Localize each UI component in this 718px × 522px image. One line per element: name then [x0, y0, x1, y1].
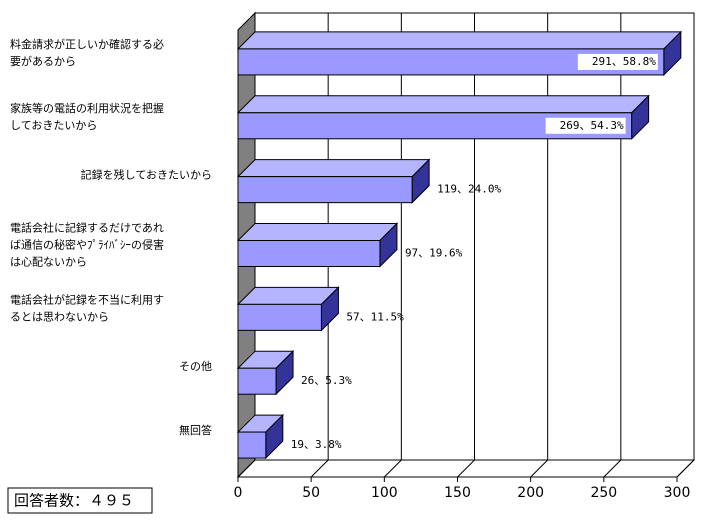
x-tick-label: 150 — [444, 485, 471, 501]
bar-top — [236, 31, 683, 50]
bar-front — [237, 240, 381, 267]
category-label: るとは思わないから — [10, 310, 109, 323]
value-label-bg — [577, 53, 658, 70]
category-label: ば通信の秘密やﾌﾟﾗｲﾊﾞｼｰの侵害 — [10, 238, 164, 252]
floor-grid-line — [237, 459, 256, 478]
value-label: 26、5.3% — [301, 374, 352, 387]
category-label: 無回答 — [179, 423, 212, 437]
bar — [236, 350, 295, 396]
value-label: 57、11.5% — [346, 310, 404, 323]
floor-grid-line — [383, 459, 402, 478]
bar — [236, 158, 431, 204]
floor-grid-line — [457, 459, 475, 478]
category-label: 電話会社に記録するだけであれ — [10, 221, 164, 235]
x-tick-label: 200 — [517, 485, 544, 501]
category-label: は心配ないから — [10, 256, 87, 269]
value-label: 119、24.0% — [437, 183, 501, 196]
x-tick-label: 100 — [371, 485, 398, 501]
value-label: 97、19.6% — [405, 247, 463, 260]
respondents-note: 回答者数：４９５ — [14, 492, 134, 510]
bar-front — [237, 431, 267, 459]
floor-grid-line — [676, 459, 695, 478]
note-box — [7, 487, 153, 514]
bar-front — [237, 176, 413, 204]
category-label: 家族等の電話の利用状況を把握 — [10, 101, 164, 115]
x-tick-label: 0 — [234, 485, 243, 501]
value-label: 19、3.8% — [291, 438, 342, 451]
value-label-bg — [545, 117, 626, 134]
bar-top — [236, 223, 399, 241]
bar-top — [236, 159, 431, 178]
category-label: その他 — [179, 360, 212, 373]
x-tick-label: 300 — [664, 485, 691, 501]
bar — [236, 413, 285, 460]
floor-grid-line — [310, 459, 329, 478]
floor-grid-line — [603, 459, 622, 478]
value-label: 291、58.8% — [592, 55, 656, 68]
bar — [236, 30, 683, 77]
category-label: 記録を残しておきたいから — [81, 168, 212, 182]
bar — [236, 222, 399, 268]
bar-front — [237, 367, 277, 395]
bar-front — [237, 303, 322, 331]
x-tick-label: 250 — [590, 485, 617, 501]
floor-grid-line — [530, 459, 549, 478]
category-label: 要があるから — [10, 54, 76, 68]
category-label: 料金請求が正しいか確認する必 — [10, 37, 164, 51]
x-tick-label: 50 — [302, 485, 320, 501]
value-label: 269、54.3% — [560, 119, 624, 132]
category-label: 電話会社が記録を不当に利用す — [10, 292, 164, 306]
bar — [236, 286, 340, 332]
bar-front — [237, 48, 665, 76]
category-label: しておきたいから — [10, 119, 97, 132]
bar-top — [236, 95, 650, 114]
